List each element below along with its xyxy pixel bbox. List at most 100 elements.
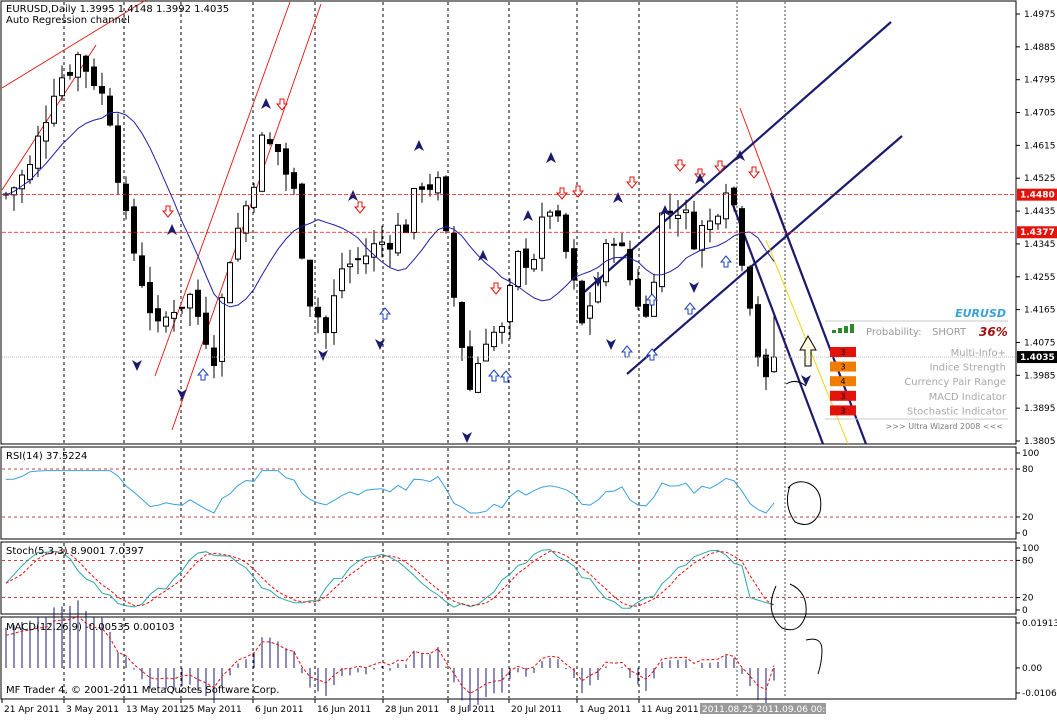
fractal-down-icon [801,375,811,386]
candle-body [323,317,329,334]
info-panel: EURUSD Probability: SHORT 36% Multi-Info… [825,307,1008,431]
buy-arrow-icon [645,348,659,361]
price-tick-label: 1.4435 [1024,207,1056,217]
sell-arrow-icon [673,159,687,172]
regression-line-red [1,0,147,89]
fractal-down-icon [462,432,472,443]
candle-body [379,241,385,245]
buy-arrow-icon [196,368,210,381]
sell-arrow-icon [353,201,367,214]
price-tick-label: 1.4255 [1024,273,1056,283]
candle-body [659,212,665,288]
fractal-up-icon [660,205,670,216]
candle-body [515,251,521,288]
info-row-badge [830,361,856,372]
candle-body [459,301,465,348]
candle-body [235,227,241,260]
candle-body [331,295,337,334]
indicator-tick-label: 100 [1022,544,1039,554]
candle-body [83,55,89,72]
candle-body [203,312,209,345]
indicator-tick-label: 0.00 [1022,664,1042,674]
sell-arrow-icon [571,185,585,198]
candle-body [291,172,297,189]
candle-body [307,259,313,307]
price-level-tag [1017,226,1057,239]
time-label: 21 Apr 2011 [4,705,60,715]
candle-body [587,305,593,319]
info-row-label: MACD Indicator [929,392,1007,403]
fractal-up-icon [478,250,488,261]
price-tick-label: 1.3895 [1024,404,1056,414]
time-label: 11 Aug 2011 [641,705,699,715]
candle-body [763,354,769,378]
time-label: 20 Jul 2011 [511,705,562,715]
candle-body [155,308,161,322]
indicator-tick-label: 100 [1022,449,1039,459]
candle-body [715,215,721,225]
candle-body [315,306,321,318]
fractal-down-icon [593,276,603,287]
fractal-up-icon [261,98,271,109]
candle-body [99,86,105,94]
candle-body [443,176,449,232]
time-label: 8 Jul 2011 [450,705,495,715]
sell-arrow-icon [161,205,175,218]
candle-body [59,77,65,97]
candle-body [403,224,409,234]
buy-arrow-icon [683,302,697,315]
candle-body [723,192,729,220]
candle-body [691,211,697,250]
channel-line-navy [626,135,903,375]
candle-body [163,316,169,327]
copyright: MF Trader 4, © 2001-2011 MetaQuotes Soft… [6,685,279,696]
signal-bars-icon [832,324,854,333]
stoch-label: Stoch(5,3,3) 8.9001 7.0397 [6,546,144,557]
candle-body [227,262,233,304]
price-tick-label: 1.4525 [1024,174,1056,184]
stoch-main-line [5,548,775,609]
info-row-label: Multi-Info+ [951,348,1006,359]
price-tick-label: 1.4705 [1024,109,1056,119]
candle-body [547,211,553,217]
rsi-line [5,470,775,514]
indicator-name: Auto Regression channel [6,15,130,26]
candle-body [243,205,249,234]
probability-value: 36% [979,325,1008,339]
candle-body [147,282,153,314]
buy-arrow-icon [487,369,501,382]
candle-body [419,186,425,190]
candle-body [299,183,305,259]
hand-drawn-up-arrow-icon [799,334,817,367]
candle-body [531,259,537,270]
time-label: 25 May 2011 [183,705,242,715]
stoch-panel [0,541,1017,615]
candle-body [411,188,417,233]
price-tick-label: 1.3805 [1024,437,1056,447]
candle-body [275,144,281,153]
candle-body [475,362,481,393]
indicator-tick-label: 80 [1022,465,1034,475]
moving-average-line [5,111,775,308]
fractal-down-icon [689,282,699,293]
price-tick-label: 1.4165 [1024,306,1056,316]
macd-label: MACD(12,26,9) -0.00535 0.00103 [6,622,175,633]
time-label: 16 Jun 2011 [317,705,371,715]
candle-body [19,174,25,190]
candle-body [75,54,81,78]
sell-arrow-icon [625,176,639,189]
price-tick-label: 1.4345 [1024,240,1056,250]
candle-body [43,122,49,142]
sell-arrow-icon [275,98,289,111]
hand-drawn-circle [786,481,822,525]
indicator-tick-label: 0 [1022,606,1028,616]
stoch-signal-line [5,550,775,607]
candle-body [627,248,633,281]
info-row-badge [830,347,856,357]
fractal-up-icon [546,152,556,163]
buy-arrow-icon [499,370,513,383]
candle-body [91,66,97,86]
candle-body [771,356,777,373]
buy-arrow-icon [378,307,392,320]
